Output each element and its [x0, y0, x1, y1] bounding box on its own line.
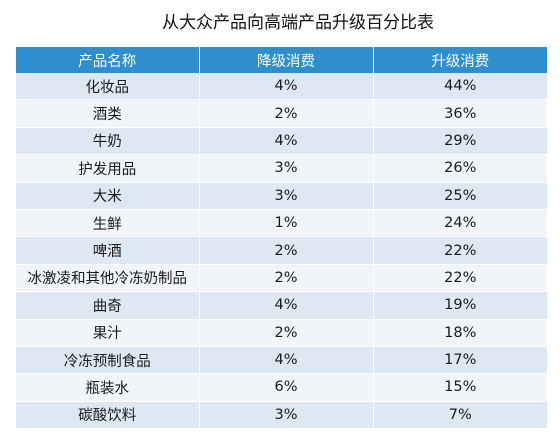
cell-product-name: 大米 — [16, 182, 200, 210]
cell-product-name: 冷冻预制食品 — [16, 346, 200, 375]
cell-product-name: 冰激凌和其他冷冻奶制品 — [16, 264, 200, 293]
table-row: 酒类 2% 36% — [16, 99, 547, 128]
cell-upgrade-value: 36% — [373, 99, 547, 128]
table-row: 冰激凌和其他冷冻奶制品 2% 22% — [16, 264, 547, 293]
cell-upgrade-value: 15% — [373, 373, 547, 402]
cell-downgrade-value: 4% — [199, 291, 374, 320]
cell-product-name: 曲奇 — [16, 291, 200, 320]
cell-product-name: 护发用品 — [16, 154, 200, 183]
cell-downgrade-value: 3% — [199, 182, 374, 210]
table-row: 碳酸饮料 3% 7% — [16, 401, 547, 430]
cell-downgrade-value: 6% — [199, 373, 374, 402]
cell-product-name: 瓶装水 — [16, 373, 200, 402]
table-row: 大米 3% 25% — [16, 182, 547, 210]
cell-upgrade-value: 7% — [373, 401, 547, 430]
cell-downgrade-value: 3% — [199, 401, 374, 430]
cell-upgrade-value: 25% — [373, 182, 547, 210]
column-header-upgrade: 升级消费 — [373, 47, 547, 73]
upgrade-percentage-table: 产品名称 降级消费 升级消费 化妆品 4% 44% 酒类 2% 36% 牛奶 4% 29% 护发用… — [16, 47, 547, 430]
table-row: 曲奇 4% 19% — [16, 291, 547, 320]
table-row: 果汁 2% 18% — [16, 319, 547, 347]
table-body: 化妆品 4% 44% 酒类 2% 36% 牛奶 4% 29% 护发用品 3% 26% 大米 3% 25% 生鲜… — [16, 73, 547, 430]
table-header-row: 产品名称 降级消费 升级消费 — [16, 47, 547, 73]
cell-downgrade-value: 2% — [199, 264, 374, 293]
cell-downgrade-value: 2% — [199, 319, 374, 347]
cell-product-name: 牛奶 — [16, 127, 200, 156]
cell-product-name: 碳酸饮料 — [16, 401, 200, 430]
cell-upgrade-value: 19% — [373, 291, 547, 320]
cell-downgrade-value: 1% — [199, 209, 374, 238]
table-row: 冷冻预制食品 4% 17% — [16, 346, 547, 375]
table-row: 化妆品 4% 44% — [16, 73, 547, 101]
cell-upgrade-value: 29% — [373, 127, 547, 156]
table-row: 生鲜 1% 24% — [16, 209, 547, 238]
table-row: 护发用品 3% 26% — [16, 154, 547, 183]
cell-upgrade-value: 18% — [373, 319, 547, 347]
cell-upgrade-value: 44% — [373, 73, 547, 101]
table-row: 瓶装水 6% 15% — [16, 373, 547, 402]
cell-downgrade-value: 3% — [199, 154, 374, 183]
column-header-product-name: 产品名称 — [16, 47, 200, 73]
cell-product-name: 果汁 — [16, 319, 200, 347]
cell-upgrade-value: 24% — [373, 209, 547, 238]
chart-title: 从大众产品向高端产品升级百分比表 — [162, 13, 434, 33]
cell-downgrade-value: 2% — [199, 99, 374, 128]
cell-product-name: 化妆品 — [16, 73, 200, 101]
cell-downgrade-value: 4% — [199, 346, 374, 375]
cell-product-name: 啤酒 — [16, 236, 200, 265]
cell-downgrade-value: 2% — [199, 236, 374, 265]
cell-product-name: 酒类 — [16, 99, 200, 128]
cell-upgrade-value: 22% — [373, 236, 547, 265]
cell-upgrade-value: 22% — [373, 264, 547, 293]
cell-upgrade-value: 17% — [373, 346, 547, 375]
cell-product-name: 生鲜 — [16, 209, 200, 238]
table-row: 啤酒 2% 22% — [16, 236, 547, 265]
cell-downgrade-value: 4% — [199, 73, 374, 101]
column-header-downgrade: 降级消费 — [199, 47, 374, 73]
cell-downgrade-value: 4% — [199, 127, 374, 156]
table-row: 牛奶 4% 29% — [16, 127, 547, 156]
cell-upgrade-value: 26% — [373, 154, 547, 183]
